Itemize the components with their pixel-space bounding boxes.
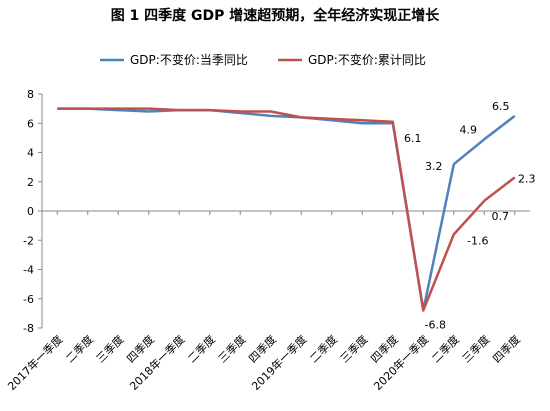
axes xyxy=(41,94,530,328)
x-category-label: 二季度 xyxy=(429,332,462,365)
x-category-label: 四季度 xyxy=(490,332,523,365)
x-category-label: 2017年一季度 xyxy=(5,332,66,393)
chart-title: 图 1 四季度 GDP 增速超预期，全年经济实现正增长 xyxy=(111,7,441,24)
legend: GDP:不变价:当季同比 GDP:不变价:累计同比 xyxy=(100,52,426,67)
series-lines xyxy=(57,107,516,312)
y-tick-label: -6 xyxy=(23,293,34,306)
y-tick-label: -2 xyxy=(23,234,34,247)
y-tick-label: 0 xyxy=(27,205,34,218)
data-label: 2.3 xyxy=(518,172,536,185)
data-labels: 6.1 -6.8 3.2 -1.6 4.9 0.7 6.5 2.3 xyxy=(404,100,536,332)
legend-label-1: GDP:不变价:当季同比 xyxy=(130,52,248,67)
y-tick-label: 6 xyxy=(27,117,34,130)
x-category-label: 三季度 xyxy=(459,332,492,365)
x-axis-categories: 2017年一季度二季度三季度四季度2018年一季度二季度三季度四季度2019年一… xyxy=(5,211,523,393)
data-label: 6.1 xyxy=(404,132,422,145)
x-category-label: 二季度 xyxy=(185,332,218,365)
y-tick-label: 2 xyxy=(27,176,34,189)
data-label: -1.6 xyxy=(467,234,488,247)
x-category-label: 三季度 xyxy=(215,332,248,365)
x-category-label: 二季度 xyxy=(63,332,96,365)
data-label: 4.9 xyxy=(460,123,478,136)
x-category-label: 二季度 xyxy=(307,332,340,365)
y-tick-label: 4 xyxy=(27,147,34,160)
series-line-2 xyxy=(57,107,516,312)
x-category-label: 三季度 xyxy=(337,332,370,365)
data-label: 6.5 xyxy=(492,100,510,113)
data-label: 3.2 xyxy=(425,160,443,173)
y-axis-ticks: -8 -6 -4 -2 0 2 4 6 8 xyxy=(23,88,42,335)
y-tick-label: -4 xyxy=(23,264,34,277)
x-category-label: 三季度 xyxy=(93,332,126,365)
legend-label-2: GDP:不变价:累计同比 xyxy=(308,52,426,67)
data-label: 0.7 xyxy=(492,210,510,223)
y-tick-label: -8 xyxy=(23,322,34,335)
series-line-1 xyxy=(57,107,516,312)
data-label: -6.8 xyxy=(425,318,446,331)
y-tick-label: 8 xyxy=(27,88,34,101)
